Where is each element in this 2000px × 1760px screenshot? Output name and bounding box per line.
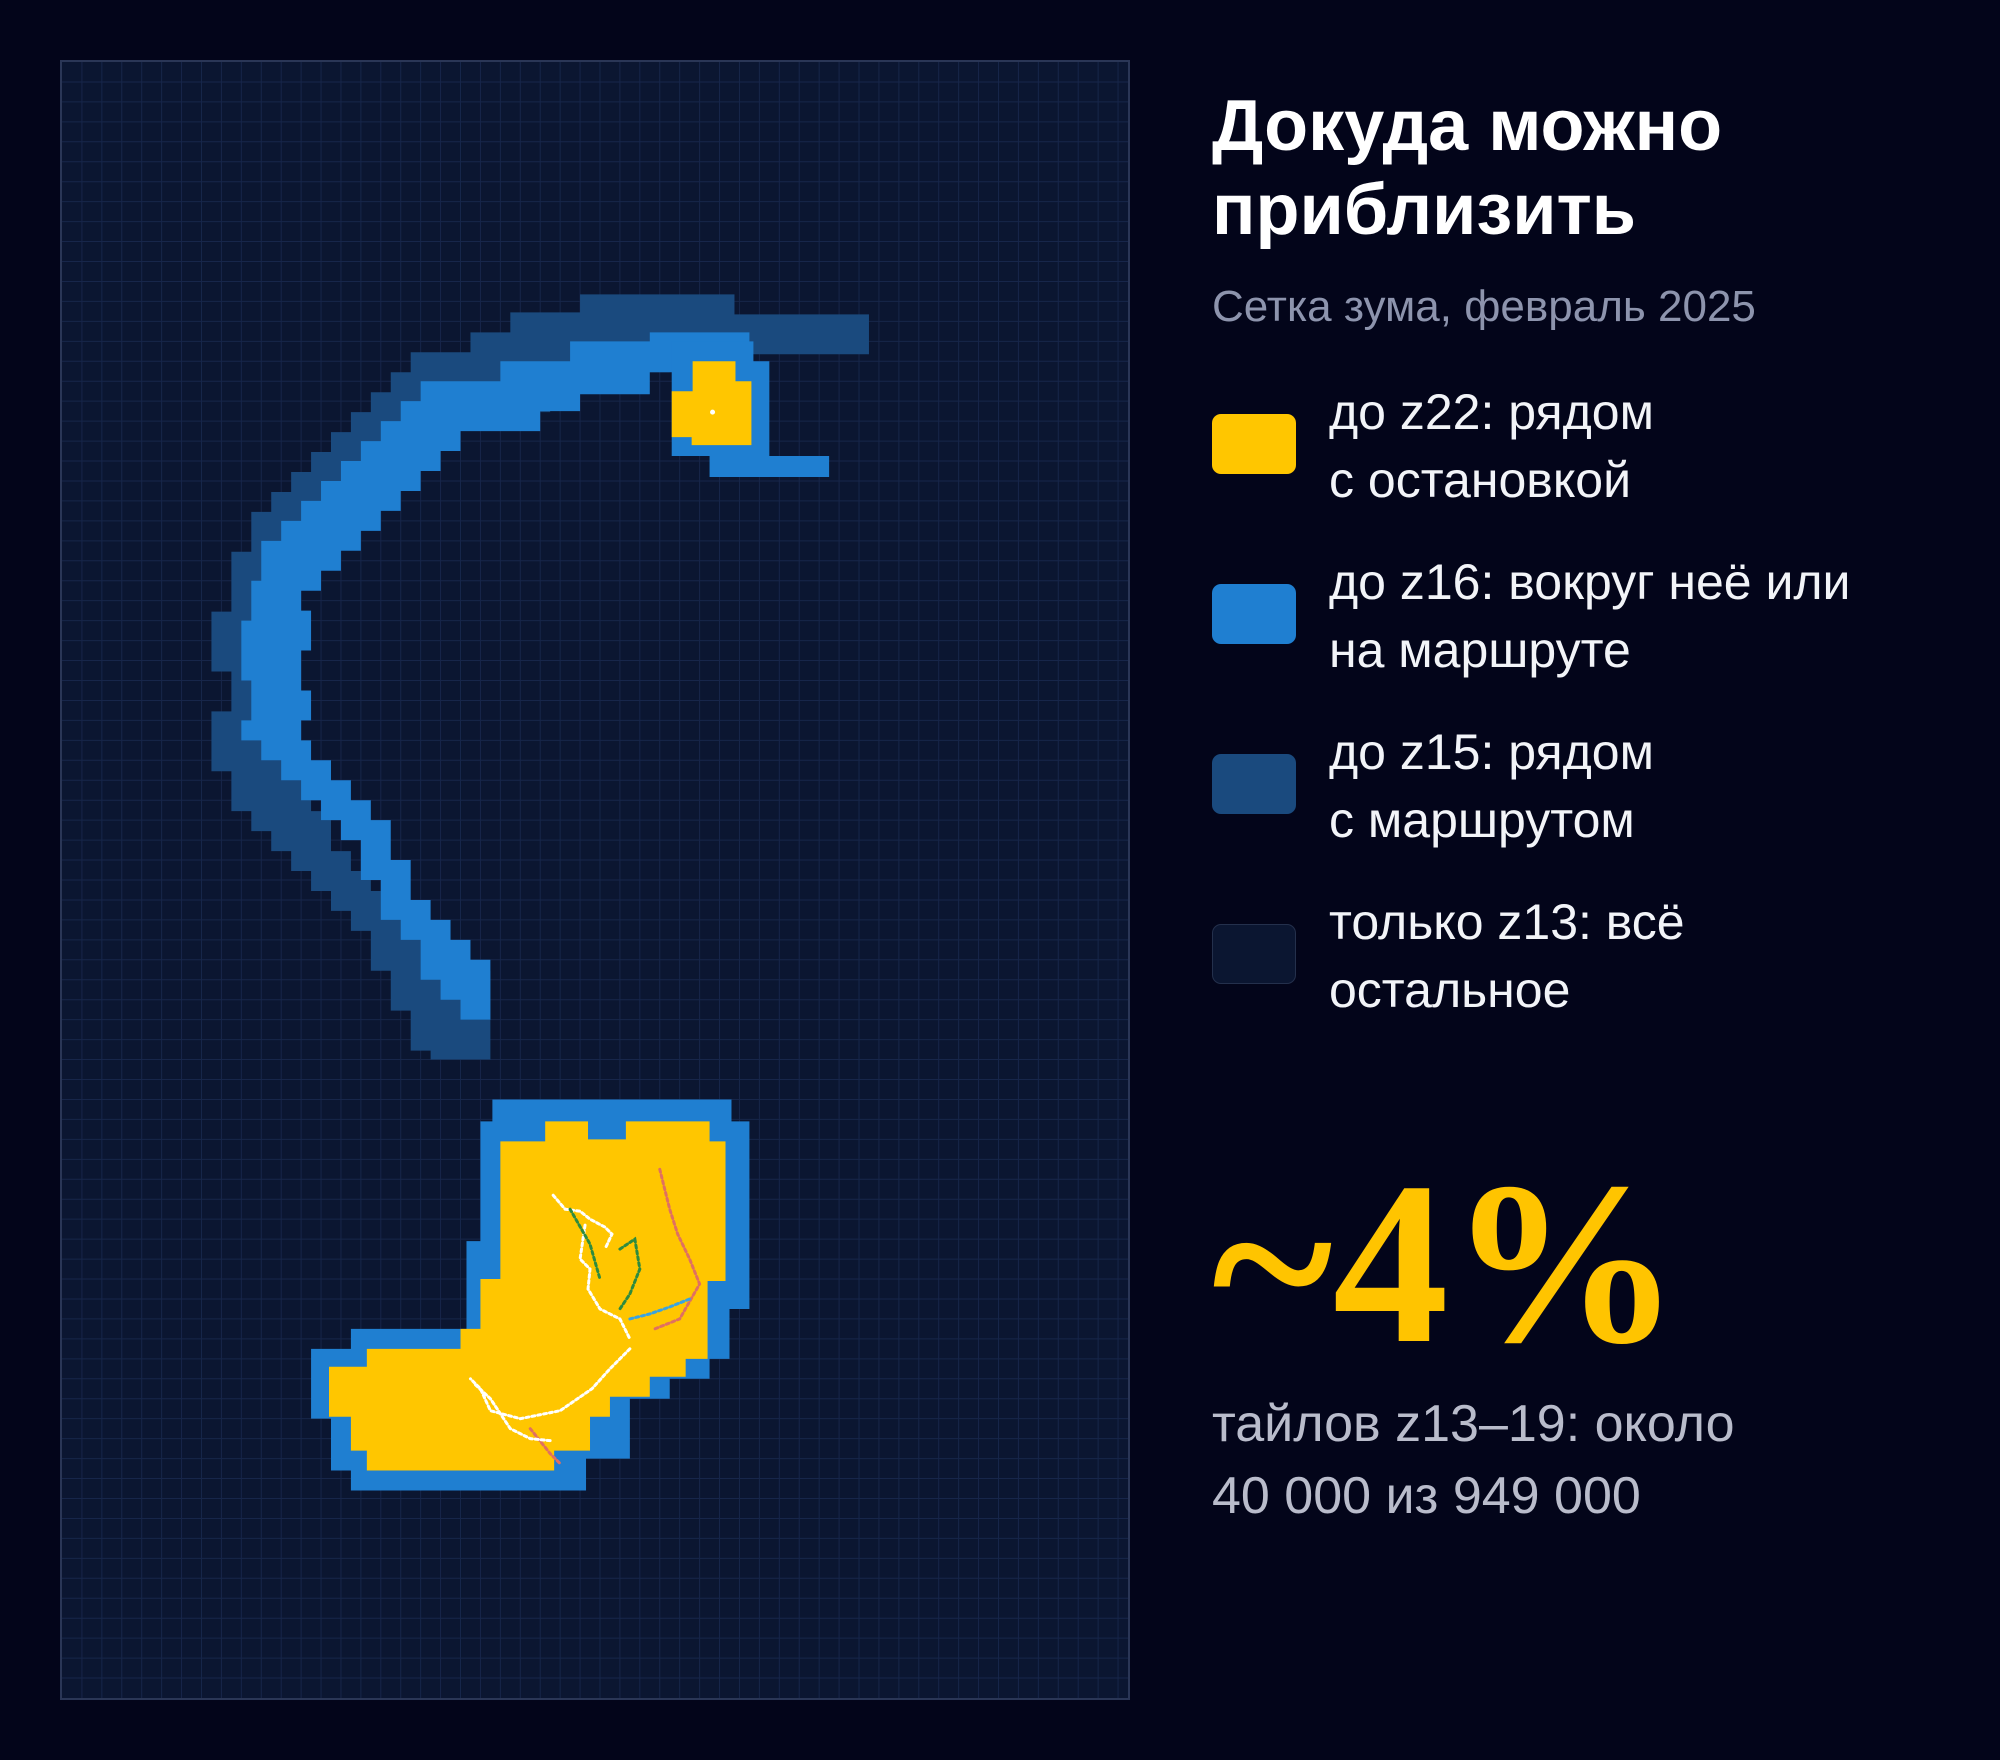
legend: до z22: рядом с остановкой до z16: вокру… xyxy=(1212,384,1972,1064)
legend-label-z13: только z13: всё остальное xyxy=(1329,894,1685,1018)
zoom-grid-map xyxy=(60,60,1130,1700)
legend-swatch-z15 xyxy=(1212,754,1296,814)
transit-route-line xyxy=(528,1427,562,1466)
transit-route-line xyxy=(618,1236,642,1311)
z22-top-stop-area xyxy=(671,361,752,446)
stat-caption: тайлов z13–19: около 40 000 из 949 000 xyxy=(1212,1395,1735,1525)
stat-value: ~4% xyxy=(1212,1135,1681,1392)
transit-route-line xyxy=(568,1207,602,1281)
transit-route-line xyxy=(653,1167,702,1331)
z16-corridor-area xyxy=(241,332,750,1020)
legend-item-z15: до z15: рядом с маршрутом xyxy=(1212,724,1972,894)
transit-route-line xyxy=(551,1193,614,1251)
zone-z22-near-stop xyxy=(328,361,752,1471)
info-panel: Докуда можно приблизить Сетка зума, февр… xyxy=(1212,84,1972,1525)
legend-label-z22: до z22: рядом с остановкой xyxy=(1329,384,1654,508)
legend-label-z16: до z16: вокруг неё или на маршруте xyxy=(1329,554,1851,678)
transit-route-line xyxy=(473,1383,552,1443)
legend-item-z16: до z16: вокруг неё или на маршруте xyxy=(1212,554,1972,724)
legend-swatch-z22 xyxy=(1212,414,1296,474)
z22-city-area xyxy=(328,1121,726,1471)
transit-route-line xyxy=(468,1347,632,1421)
legend-item-z13: только z13: всё остальное xyxy=(1212,894,1972,1064)
page-title: Докуда можно приблизить xyxy=(1212,86,1723,250)
zoom-grid-canvas xyxy=(62,62,1128,1698)
transit-route-line xyxy=(628,1297,692,1321)
legend-swatch-z13 xyxy=(1212,924,1296,984)
legend-label-z15: до z15: рядом с маршрутом xyxy=(1329,724,1654,848)
legend-swatch-z16 xyxy=(1212,584,1296,644)
transit-routes xyxy=(468,409,716,1466)
transit-route-line xyxy=(578,1223,632,1341)
legend-item-z22: до z22: рядом с остановкой xyxy=(1212,384,1972,554)
transit-stop-point xyxy=(710,409,716,415)
page-subtitle: Сетка зума, февраль 2025 xyxy=(1212,282,1756,331)
